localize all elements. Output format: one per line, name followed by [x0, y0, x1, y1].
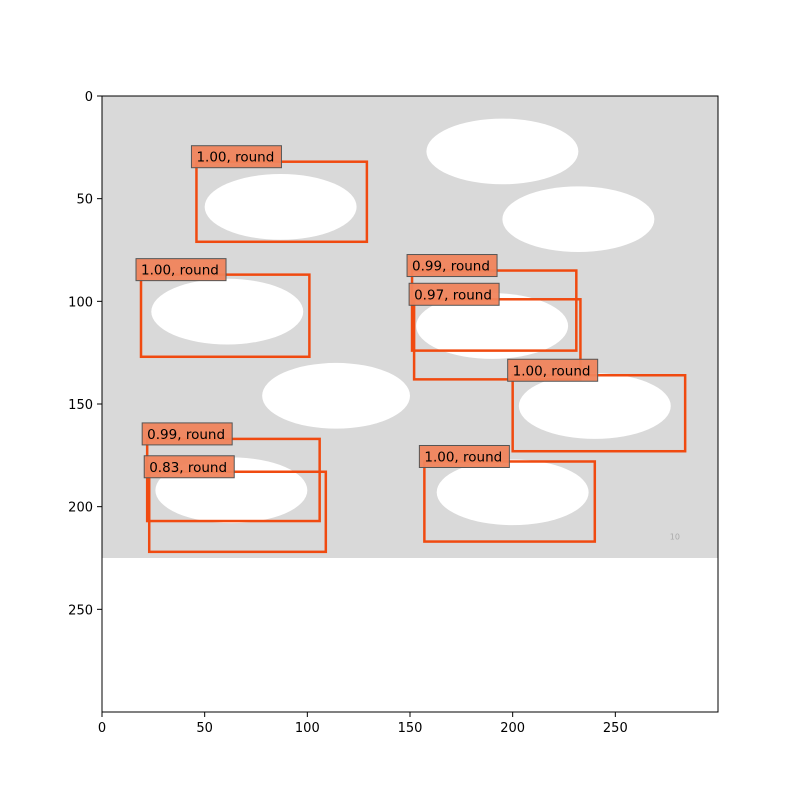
blob [426, 118, 579, 185]
detection-box [511, 374, 687, 453]
x-tick-label: 150 [398, 721, 423, 736]
blob [204, 174, 357, 240]
y-axis: 0 50 100 150 200 250 [68, 90, 102, 618]
detection-label: 1.00, round [424, 449, 502, 465]
detection-label-box [143, 455, 235, 479]
detection: 1.00, round [418, 444, 597, 543]
detections-layer: 1.00, round 1.00, round 0.99, round 0.97, r… [135, 145, 687, 554]
detection-label: 0.97, round [414, 287, 492, 303]
detection: 1.00, round [135, 258, 311, 359]
blob [518, 373, 671, 439]
y-tick-label: 100 [68, 295, 93, 310]
detection-label-box [406, 254, 498, 278]
blob [151, 278, 304, 345]
y-tick-label: 0 [85, 90, 93, 105]
detection: 0.97, round [408, 282, 582, 381]
blob [436, 459, 589, 526]
x-axis: 0 50 100 150 200 250 [98, 712, 628, 736]
detection-label-box [135, 258, 227, 282]
blob [502, 186, 655, 253]
blob [262, 362, 410, 429]
detection-label-box [408, 282, 500, 306]
watermark: 10 [670, 533, 680, 542]
detection-label: 1.00, round [513, 363, 591, 379]
y-tick-label: 150 [68, 398, 93, 413]
detection-label-box [190, 145, 282, 169]
x-tick-label: 200 [500, 721, 525, 736]
detection-label: 1.00, round [196, 150, 274, 166]
detection: 0.83, round [143, 455, 328, 554]
x-tick-label: 50 [196, 721, 213, 736]
detection-label-box [507, 358, 599, 382]
detection-label: 0.99, round [412, 259, 490, 275]
detection-label-box [141, 422, 233, 446]
x-tick-label: 250 [603, 721, 628, 736]
detection-box [145, 437, 321, 523]
y-tick-label: 50 [76, 193, 93, 208]
y-tick-label: 200 [68, 501, 93, 516]
detection: 0.99, round [141, 422, 321, 523]
detection-label: 0.99, round [147, 427, 225, 443]
detection-label: 0.83, round [149, 460, 227, 476]
source-image: 10 [102, 96, 718, 558]
x-tick-label: 0 [98, 721, 106, 736]
y-tick-label: 250 [68, 603, 93, 618]
blob [416, 293, 569, 359]
detection-box [147, 470, 328, 554]
detection: 0.99, round [406, 254, 578, 352]
detection-label-box [418, 444, 510, 468]
detection: 1.00, round [507, 358, 687, 453]
detection-label: 1.00, round [141, 263, 219, 279]
x-tick-label: 100 [295, 721, 320, 736]
detection: 1.00, round [190, 145, 369, 244]
